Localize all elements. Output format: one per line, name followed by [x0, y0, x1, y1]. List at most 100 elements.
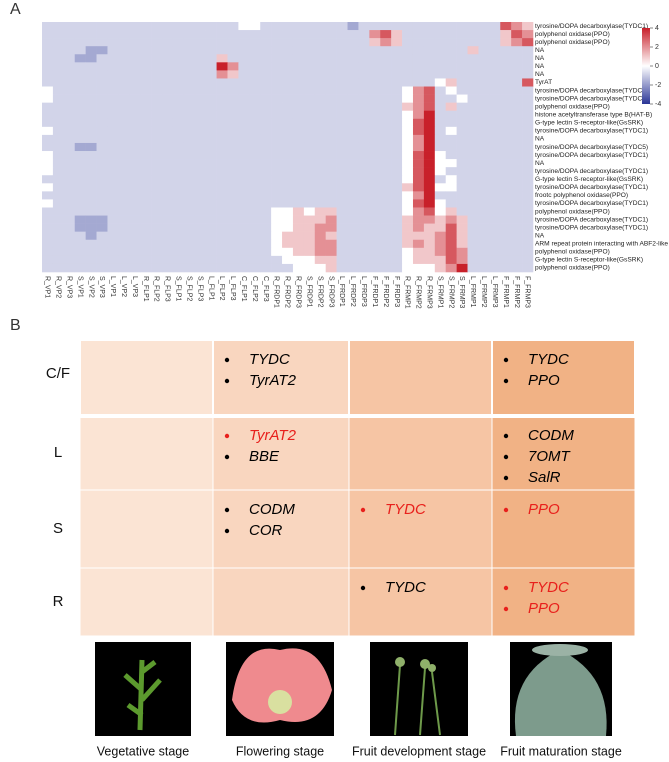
heat-cell: [445, 159, 457, 168]
heat-cell: [194, 159, 206, 168]
heat-cell: [380, 175, 392, 184]
heat-cell: [52, 159, 65, 168]
heat-cell: [63, 54, 76, 63]
heat-cell: [380, 94, 392, 103]
heat-cell: [140, 199, 152, 208]
heat-cell: [500, 86, 512, 95]
heat-cell: [500, 199, 512, 208]
heat-cell: [391, 183, 403, 192]
heat-cell: [522, 199, 534, 208]
heat-cell: [467, 54, 479, 63]
heat-cell: [183, 70, 196, 79]
heat-cell: [402, 247, 414, 257]
heat-cell: [63, 142, 76, 152]
heat-cell: [347, 215, 359, 224]
heat-cell: [358, 215, 370, 224]
heat-cell: [325, 215, 337, 224]
heat-cell: [42, 70, 54, 79]
heat-cell: [205, 223, 217, 232]
heat-cell: [369, 126, 381, 136]
heat-cell: [314, 54, 326, 63]
heat-cell: [216, 159, 228, 168]
heat-cell: [522, 191, 534, 200]
heat-cell: [249, 54, 261, 63]
heat-cell: [42, 255, 54, 265]
heat-cell: [183, 231, 196, 241]
heat-cell: [74, 46, 86, 55]
heat-cell: [522, 38, 534, 47]
heat-cell: [162, 223, 174, 232]
gene: TyrAT2: [249, 372, 297, 389]
heat-cell: [63, 191, 76, 200]
heat-cell: [205, 46, 217, 55]
heat-cell: [140, 207, 152, 216]
heat-cell: [194, 22, 206, 31]
heat-cell: [74, 183, 86, 192]
heat-cell: [347, 167, 359, 176]
heat-cell: [380, 110, 392, 120]
column-label: L_FRMP2: [480, 276, 487, 308]
heat-cell: [172, 102, 185, 112]
heat-cell: [522, 118, 534, 128]
heat-cell: [194, 215, 206, 224]
heat-cell: [314, 94, 326, 103]
heat-cell: [347, 231, 359, 241]
heat-cell: [282, 118, 294, 128]
heat-cell: [292, 78, 305, 87]
heat-cell: [183, 167, 196, 176]
heat-cell: [118, 239, 130, 249]
heat-cell: [314, 110, 326, 120]
heat-cell: [391, 223, 403, 232]
heat-cell: [260, 22, 272, 31]
heat-cell: [489, 191, 501, 200]
heat-cell: [282, 30, 294, 39]
bullet: [503, 454, 509, 460]
heat-cell: [314, 62, 326, 71]
heat-cell: [478, 86, 490, 95]
heat-cell: [336, 247, 348, 257]
plant: [123, 659, 162, 731]
heat-cell: [216, 223, 228, 232]
heat-cell: [271, 78, 283, 87]
heat-cell: [282, 215, 294, 224]
heat-cell: [172, 239, 185, 249]
heat-cell: [194, 255, 206, 265]
heat-cell: [282, 231, 294, 241]
heat-cell: [183, 239, 196, 249]
heat-cell: [129, 247, 141, 257]
heat-cell: [478, 70, 490, 79]
heat-cell: [183, 54, 196, 63]
heat-cell: [74, 126, 86, 136]
heat-cell: [478, 159, 490, 168]
heat-cell: [118, 215, 130, 224]
table-cell: [491, 567, 636, 637]
heat-cell: [325, 199, 337, 208]
heat-cell: [282, 62, 294, 71]
heat-cell: [194, 247, 206, 257]
heat-cell: [445, 223, 457, 232]
heat-cell: [162, 215, 174, 224]
heat-cell: [205, 102, 217, 112]
heat-cell: [107, 231, 119, 241]
heat-cell: [478, 207, 490, 216]
heat-cell: [52, 263, 65, 273]
heat-cell: [325, 110, 337, 120]
heat-cell: [358, 62, 370, 71]
heat-cell: [85, 247, 97, 257]
heat-cell: [336, 215, 348, 224]
table-cell: [79, 489, 214, 569]
heat-cell: [52, 94, 65, 103]
heat-cell: [63, 62, 76, 71]
heat-cell: [489, 215, 501, 224]
heat-cell: [52, 22, 65, 31]
heat-cell: [172, 134, 185, 144]
heat-cell: [238, 207, 250, 216]
heat-cell: [140, 54, 152, 63]
column-label: L_VP2: [120, 276, 127, 297]
heat-cell: [500, 191, 512, 200]
heat-cell: [260, 30, 272, 39]
heat-cell: [271, 247, 283, 257]
heat-cell: [271, 199, 283, 208]
heat-cell: [314, 70, 326, 79]
heat-cell: [402, 183, 414, 192]
